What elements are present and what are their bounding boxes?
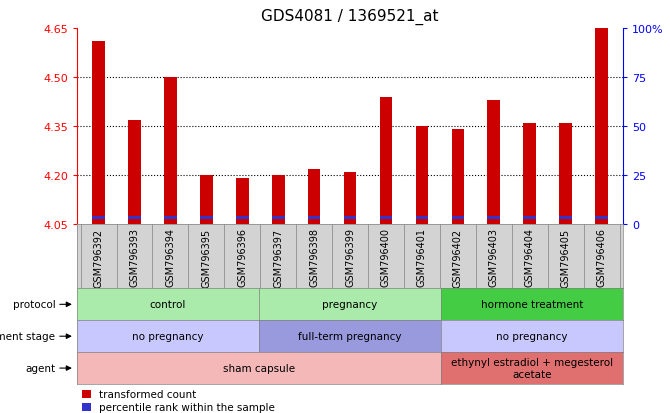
Text: GSM796403: GSM796403 bbox=[489, 228, 498, 287]
Bar bbox=[488, 101, 500, 225]
Bar bbox=[236, 179, 249, 225]
Text: ethynyl estradiol + megesterol
acetate: ethynyl estradiol + megesterol acetate bbox=[451, 357, 613, 379]
Bar bbox=[200, 176, 212, 225]
Bar bbox=[595, 29, 608, 225]
Legend: transformed count, percentile rank within the sample: transformed count, percentile rank withi… bbox=[82, 389, 275, 412]
Bar bbox=[164, 78, 177, 225]
Text: GSM796406: GSM796406 bbox=[596, 228, 606, 287]
Text: GSM796395: GSM796395 bbox=[202, 228, 211, 287]
Title: GDS4081 / 1369521_at: GDS4081 / 1369521_at bbox=[261, 9, 439, 25]
Text: pregnancy: pregnancy bbox=[322, 299, 378, 310]
Bar bbox=[128, 216, 141, 220]
Text: GSM796396: GSM796396 bbox=[237, 228, 247, 287]
Bar bbox=[164, 216, 177, 220]
Bar bbox=[559, 216, 572, 220]
Bar bbox=[272, 216, 285, 220]
Text: GSM796394: GSM796394 bbox=[165, 228, 176, 287]
Bar bbox=[452, 130, 464, 225]
Bar bbox=[344, 173, 356, 225]
Text: development stage: development stage bbox=[0, 331, 56, 342]
Text: full-term pregnancy: full-term pregnancy bbox=[298, 331, 402, 342]
Bar bbox=[559, 123, 572, 225]
Bar bbox=[380, 97, 393, 225]
Text: GSM796404: GSM796404 bbox=[525, 228, 535, 287]
Bar bbox=[200, 216, 212, 220]
Bar bbox=[344, 216, 356, 220]
Bar bbox=[523, 216, 536, 220]
Text: GSM796399: GSM796399 bbox=[345, 228, 355, 287]
Bar bbox=[272, 176, 285, 225]
Bar bbox=[92, 42, 105, 225]
Text: agent: agent bbox=[25, 363, 56, 373]
Text: hormone treatment: hormone treatment bbox=[481, 299, 584, 310]
Bar bbox=[128, 120, 141, 225]
Text: control: control bbox=[150, 299, 186, 310]
Bar bbox=[380, 216, 393, 220]
Text: GSM796397: GSM796397 bbox=[273, 228, 283, 287]
Text: GSM796400: GSM796400 bbox=[381, 228, 391, 287]
Text: protocol: protocol bbox=[13, 299, 56, 310]
Text: GSM796402: GSM796402 bbox=[453, 228, 463, 287]
Text: sham capsule: sham capsule bbox=[223, 363, 295, 373]
Bar bbox=[488, 216, 500, 220]
Text: GSM796398: GSM796398 bbox=[309, 228, 319, 287]
Text: GSM796405: GSM796405 bbox=[561, 228, 571, 287]
Bar bbox=[308, 216, 320, 220]
Text: GSM796392: GSM796392 bbox=[94, 228, 104, 287]
Bar bbox=[595, 216, 608, 220]
Bar bbox=[415, 127, 428, 225]
Bar bbox=[92, 216, 105, 220]
Bar bbox=[415, 216, 428, 220]
Bar bbox=[236, 216, 249, 220]
Bar bbox=[523, 123, 536, 225]
Text: no pregnancy: no pregnancy bbox=[132, 331, 204, 342]
Text: GSM796393: GSM796393 bbox=[129, 228, 139, 287]
Bar bbox=[308, 169, 320, 225]
Text: GSM796401: GSM796401 bbox=[417, 228, 427, 287]
Text: no pregnancy: no pregnancy bbox=[496, 331, 568, 342]
Bar bbox=[452, 216, 464, 220]
